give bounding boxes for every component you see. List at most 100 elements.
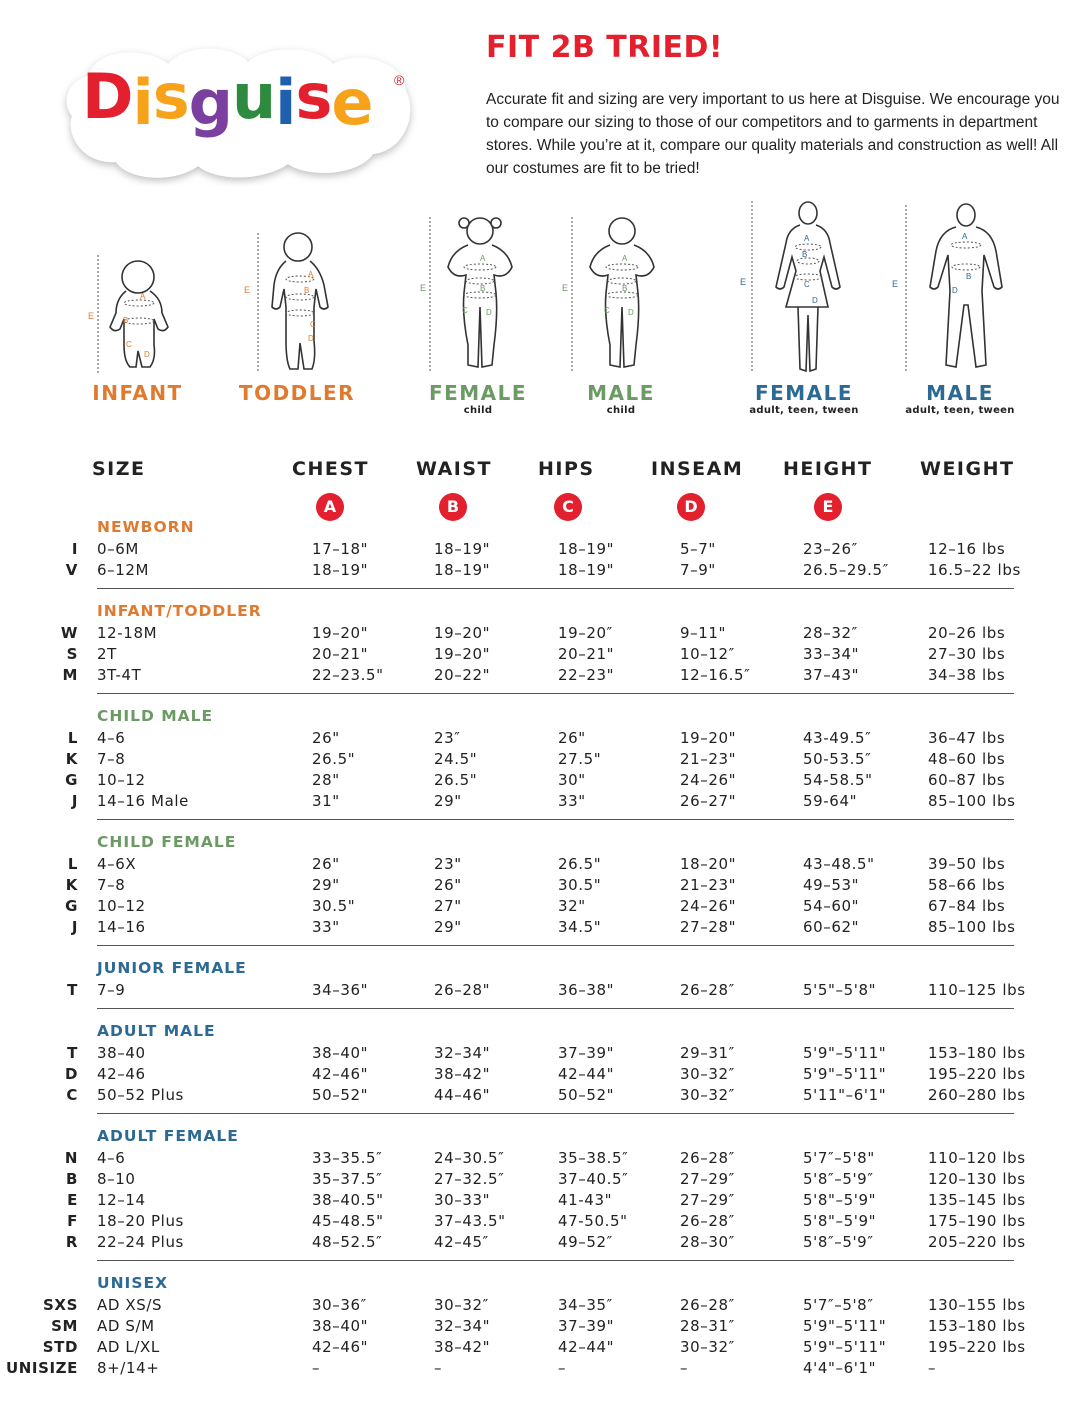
size-label: 0–6M	[97, 540, 139, 558]
waist-value: 38–42"	[434, 1338, 491, 1356]
logo-letter: i	[132, 66, 153, 139]
section-title: UNISEX	[97, 1274, 169, 1292]
inseam-value: 12–16.5″	[680, 666, 751, 684]
size-code: E	[67, 1191, 78, 1209]
size-label: 2T	[97, 645, 117, 663]
size-code: B	[65, 1170, 78, 1188]
size-code: T	[67, 1044, 78, 1062]
height-marker: E	[88, 311, 94, 321]
weight-value: 130–155 lbs	[928, 1296, 1026, 1314]
intro-paragraph: Accurate fit and sizing are very importa…	[486, 91, 1060, 177]
chest-value: 33"	[312, 918, 340, 936]
size-code: K	[65, 876, 78, 894]
size-label: AD L/XL	[97, 1338, 160, 1356]
badge-chest: A	[316, 493, 344, 521]
chest-marker: A	[804, 234, 810, 243]
waist-marker: B	[802, 250, 807, 259]
hips-marker: C	[126, 340, 132, 349]
hips-value: 37–39"	[558, 1044, 615, 1062]
size-code: F	[67, 1212, 78, 1230]
waist-value: 26–28"	[434, 981, 491, 999]
weight-value: 27–30 lbs	[928, 645, 1006, 663]
hips-value: 33"	[558, 792, 586, 810]
size-label: AD XS/S	[97, 1296, 163, 1314]
inseam-value: 28–31″	[680, 1317, 735, 1335]
column-header-chest: CHEST	[292, 458, 369, 480]
size-code: T	[67, 981, 78, 999]
waist-value: 32–34"	[434, 1317, 491, 1335]
weight-value: 58–66 lbs	[928, 876, 1006, 894]
section-title: NEWBORN	[97, 518, 195, 536]
column-header-size: SIZE	[92, 458, 146, 480]
table-row: T 7–9 34–36" 26–28" 36–38" 26–28″ 5'5"–5'8" 110…	[0, 981, 1080, 1002]
figure-label-toddler: TODDLER	[238, 381, 356, 405]
size-label: AD S/M	[97, 1317, 155, 1335]
figure-label-male-child: MALE	[587, 381, 655, 405]
inseam-value: 24–26"	[680, 771, 737, 789]
table-row: C 50–52 Plus 50–52" 44–46" 50–52" 30–32″ 5'11"…	[0, 1086, 1080, 1107]
waist-value: 27–32.5″	[434, 1170, 505, 1188]
column-header-hips: HIPS	[538, 458, 595, 480]
child-female-figure-icon: E A B C D	[420, 217, 513, 371]
table-row: B 8–10 35–37.5″ 27–32.5″ 37–40.5″ 27–29″ 5'8″–…	[0, 1170, 1080, 1191]
inseam-value: 19–20"	[680, 729, 737, 747]
inseam-value: 9–11"	[680, 624, 727, 642]
figure-label-female-child: FEMALE	[428, 381, 528, 405]
waist-value: 26"	[434, 876, 462, 894]
weight-value: 12–16 lbs	[928, 540, 1006, 558]
chest-value: 42–46"	[312, 1065, 369, 1083]
size-label: 38–40	[97, 1044, 146, 1062]
table-row: K 7–8 29" 26" 30.5" 21–23" 49–53" 58–66 lbs	[0, 876, 1080, 897]
hips-value: 47-50.5"	[558, 1212, 628, 1230]
size-code: L	[67, 855, 78, 873]
section-title: ADULT MALE	[97, 1022, 216, 1040]
height-value: 23–26″	[803, 540, 858, 558]
height-value: 54-58.5"	[803, 771, 873, 789]
inseam-value: 27–28"	[680, 918, 737, 936]
weight-value: 34–38 lbs	[928, 666, 1006, 684]
figure-adult-female: E A B C D FEMALE adult, teen, tween	[740, 195, 868, 425]
table-row: SM AD S/M 38–40" 32–34" 37–39" 28–31″ 5'9"–5'1…	[0, 1317, 1080, 1338]
figure-label-female-adult: FEMALE	[754, 381, 854, 405]
figure-row: E A B C D INFANT E A B	[0, 195, 1080, 425]
height-value: 49–53"	[803, 876, 860, 894]
hips-value: 30"	[558, 771, 586, 789]
weight-value: 195–220 lbs	[928, 1338, 1026, 1356]
hips-value: 19–20″	[558, 624, 613, 642]
height-value: 5'9"–5'11"	[803, 1338, 887, 1356]
height-marker: E	[740, 277, 746, 287]
size-code: W	[60, 624, 78, 642]
inseam-value: 26–27"	[680, 792, 737, 810]
hips-marker: C	[604, 306, 610, 315]
inseam-marker: D	[308, 334, 314, 343]
size-code: C	[66, 1086, 78, 1104]
chest-value: 33–35.5″	[312, 1149, 383, 1167]
section-divider	[97, 819, 1014, 820]
height-value: 37–43"	[803, 666, 860, 684]
chest-value: 26"	[312, 855, 340, 873]
hips-value: 41-43"	[558, 1191, 613, 1209]
hips-value: 34.5"	[558, 918, 602, 936]
chest-value: 34–36"	[312, 981, 369, 999]
chest-value: 30.5"	[312, 897, 356, 915]
size-label: 4–6X	[97, 855, 137, 873]
height-value: 4'4"–6'1"	[803, 1359, 877, 1377]
inseam-value: 10–12″	[680, 645, 735, 663]
inseam-value: 30–32″	[680, 1338, 735, 1356]
section-divider	[97, 588, 1014, 589]
waist-value: 38–42"	[434, 1065, 491, 1083]
weight-value: 195–220 lbs	[928, 1065, 1026, 1083]
weight-value: 110–125 lbs	[928, 981, 1026, 999]
size-code: R	[65, 1233, 78, 1251]
hips-value: 34–35″	[558, 1296, 613, 1314]
waist-value: 29"	[434, 918, 462, 936]
section-title: ADULT FEMALE	[97, 1127, 239, 1145]
chest-value: 29"	[312, 876, 340, 894]
size-code: J	[71, 792, 78, 810]
figure-infant: E A B C D INFANT	[80, 195, 195, 425]
chest-value: 19–20"	[312, 624, 369, 642]
table-row: M 3T-4T 22–23.5" 20–22" 22–23" 12–16.5″ 37–43"…	[0, 666, 1080, 687]
size-code: UNISIZE	[5, 1359, 78, 1377]
figure-child-female: E A B C D FEMALE child	[418, 195, 538, 425]
chest-value: 17–18"	[312, 540, 369, 558]
